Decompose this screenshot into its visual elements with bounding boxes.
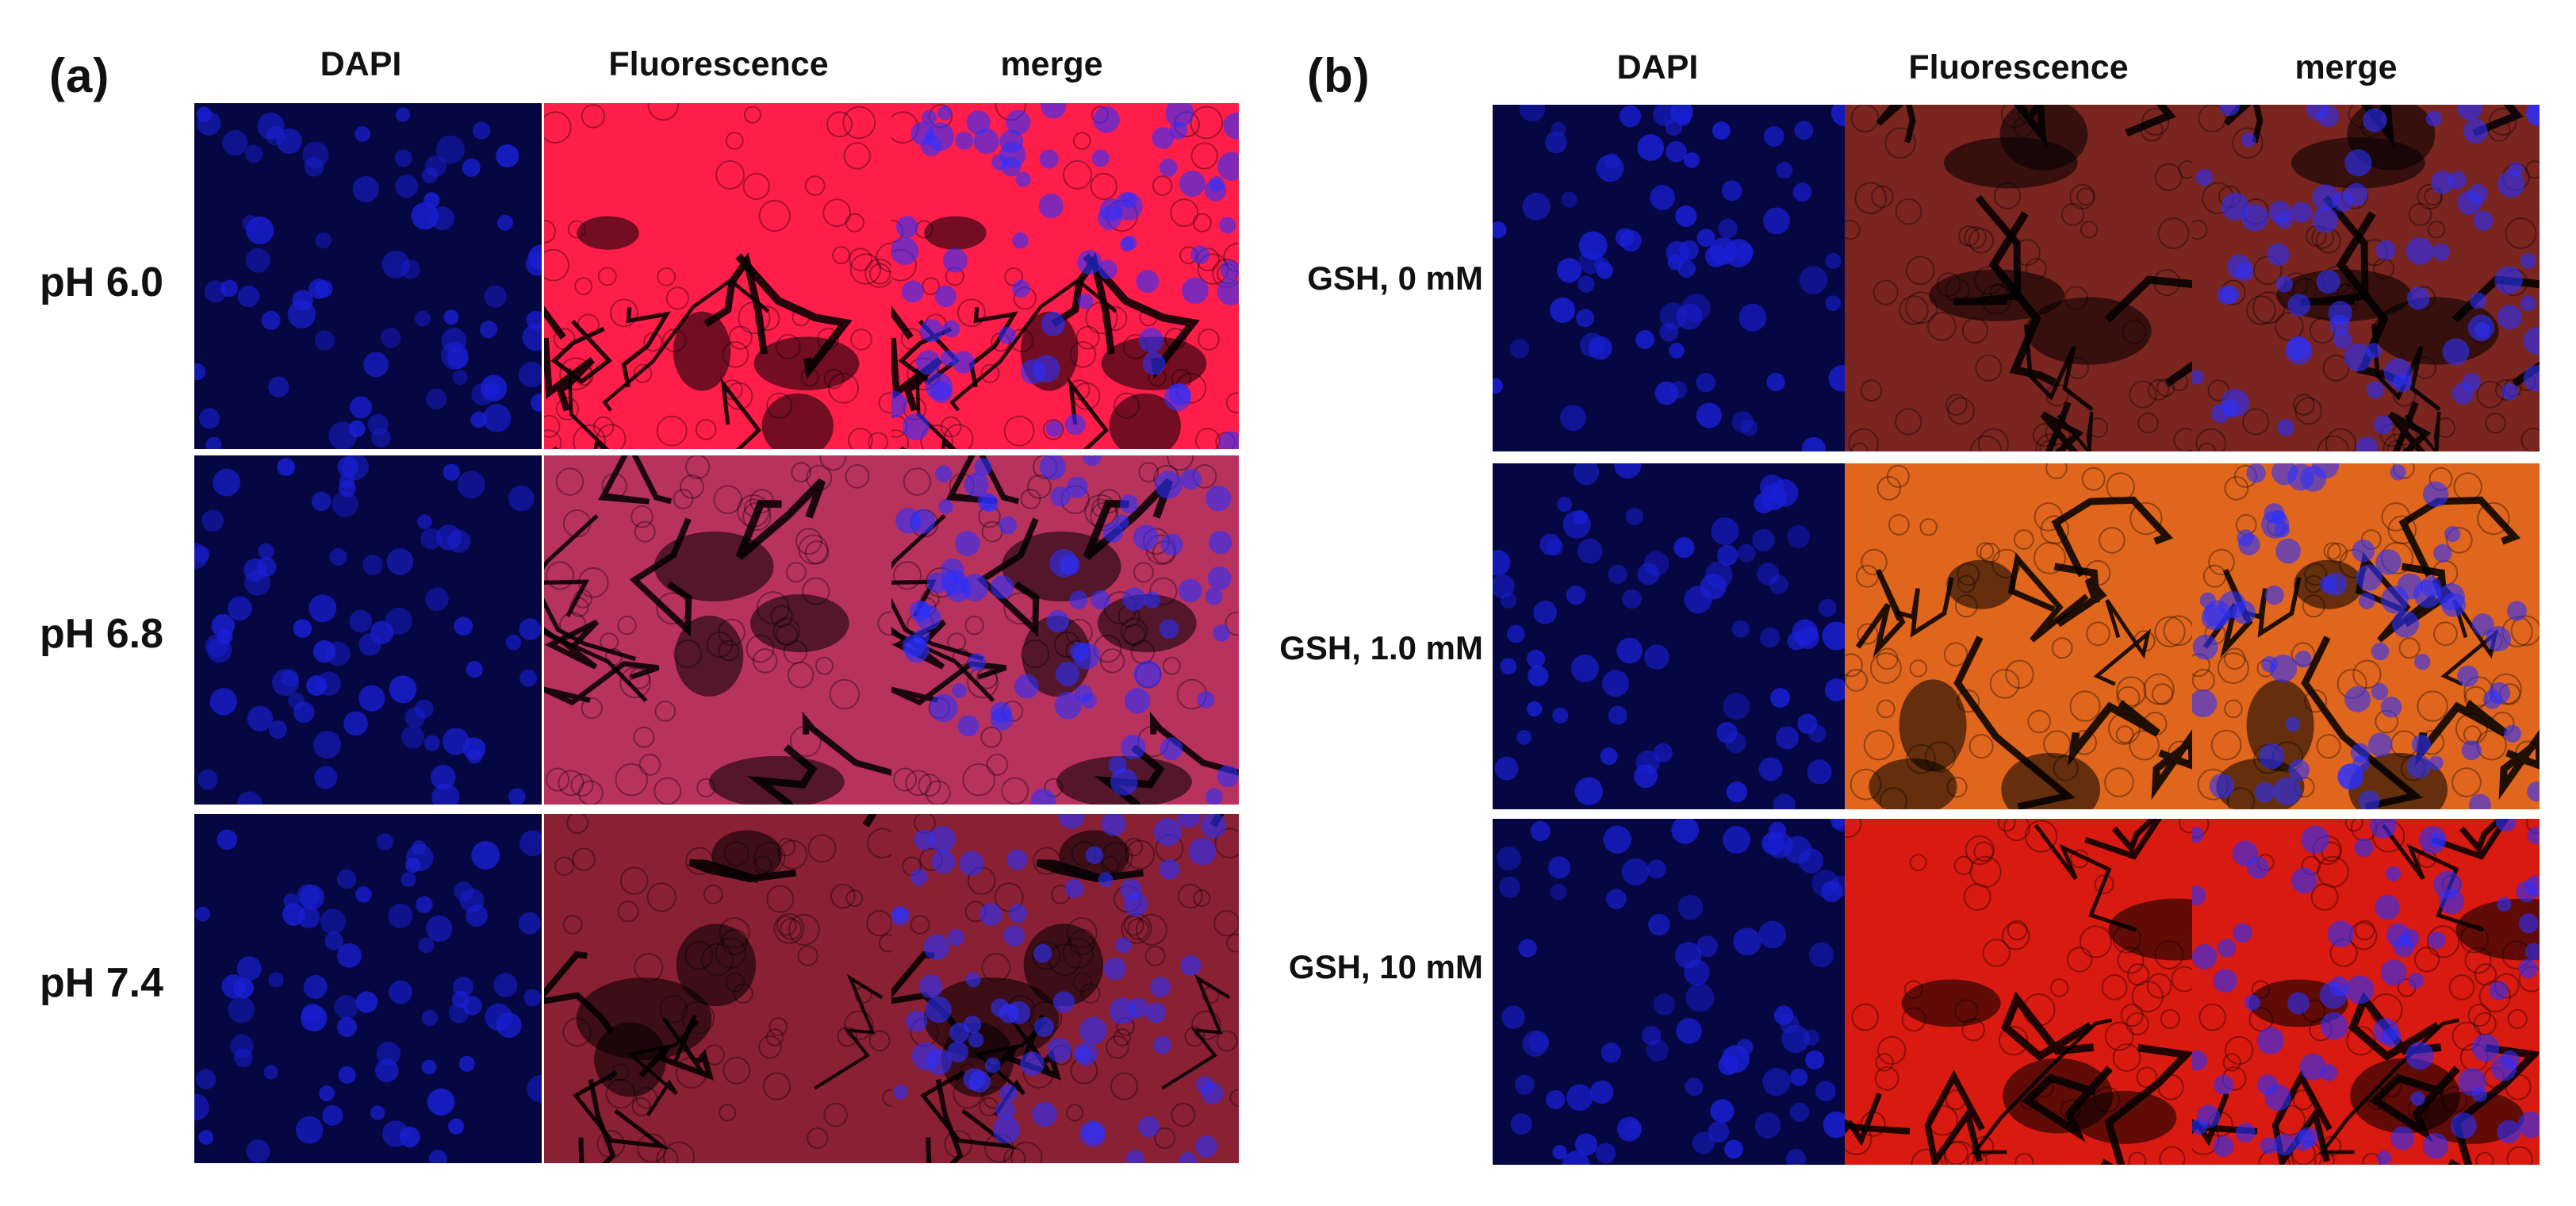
panel-a-col-fluorescence: Fluorescence (608, 45, 829, 83)
micrograph-b-row3-dapi (1493, 819, 1845, 1165)
micrograph-a-row3-merge (891, 814, 1239, 1163)
panel-b-row-label-gsh1: GSH, 1.0 mM (1279, 629, 1483, 666)
panel-b-col-dapi: DAPI (1616, 48, 1699, 86)
panel-b-col-fluorescence: Fluorescence (1908, 48, 2129, 86)
micrograph-a-row3-fluorescence (544, 814, 891, 1163)
panel-b-row-label-gsh10: GSH, 10 mM (1288, 948, 1483, 985)
panel-a-col-dapi: DAPI (320, 45, 402, 83)
panel-a-row-label-ph68: pH 6.8 (40, 611, 164, 657)
micrograph-a-row1-merge (891, 103, 1239, 449)
micrograph-b-row2-dapi (1493, 463, 1845, 809)
micrograph-a-row2-fluorescence (544, 455, 891, 805)
panel-b-col-merge: merge (2294, 48, 2398, 86)
micrograph-b-row3-merge (2192, 819, 2540, 1165)
panel-a-col-merge: merge (1000, 45, 1103, 83)
micrograph-a-row3-dapi (194, 814, 542, 1163)
micrograph-a-row1-fluorescence (544, 103, 891, 449)
micrograph-a-row1-dapi (194, 103, 542, 449)
micrograph-b-row3-fluorescence (1845, 819, 2192, 1165)
micrograph-a-row2-dapi (194, 455, 542, 805)
panel-a-row-label-ph60: pH 6.0 (40, 259, 164, 305)
micrograph-b-row2-merge (2192, 463, 2540, 809)
micrograph-b-row1-merge (2192, 105, 2540, 451)
micrograph-a-row2-merge (891, 455, 1239, 805)
panel-a-row-label-ph74: pH 7.4 (40, 960, 164, 1006)
panel-a-letter: (a) (49, 49, 110, 102)
micrograph-b-row1-dapi (1493, 105, 1845, 451)
micrograph-b-row2-fluorescence (1845, 463, 2192, 809)
panel-b-letter: (b) (1307, 49, 1370, 102)
panel-b-row-label-gsh0: GSH, 0 mM (1307, 259, 1483, 297)
micrograph-b-row1-fluorescence (1845, 105, 2192, 451)
